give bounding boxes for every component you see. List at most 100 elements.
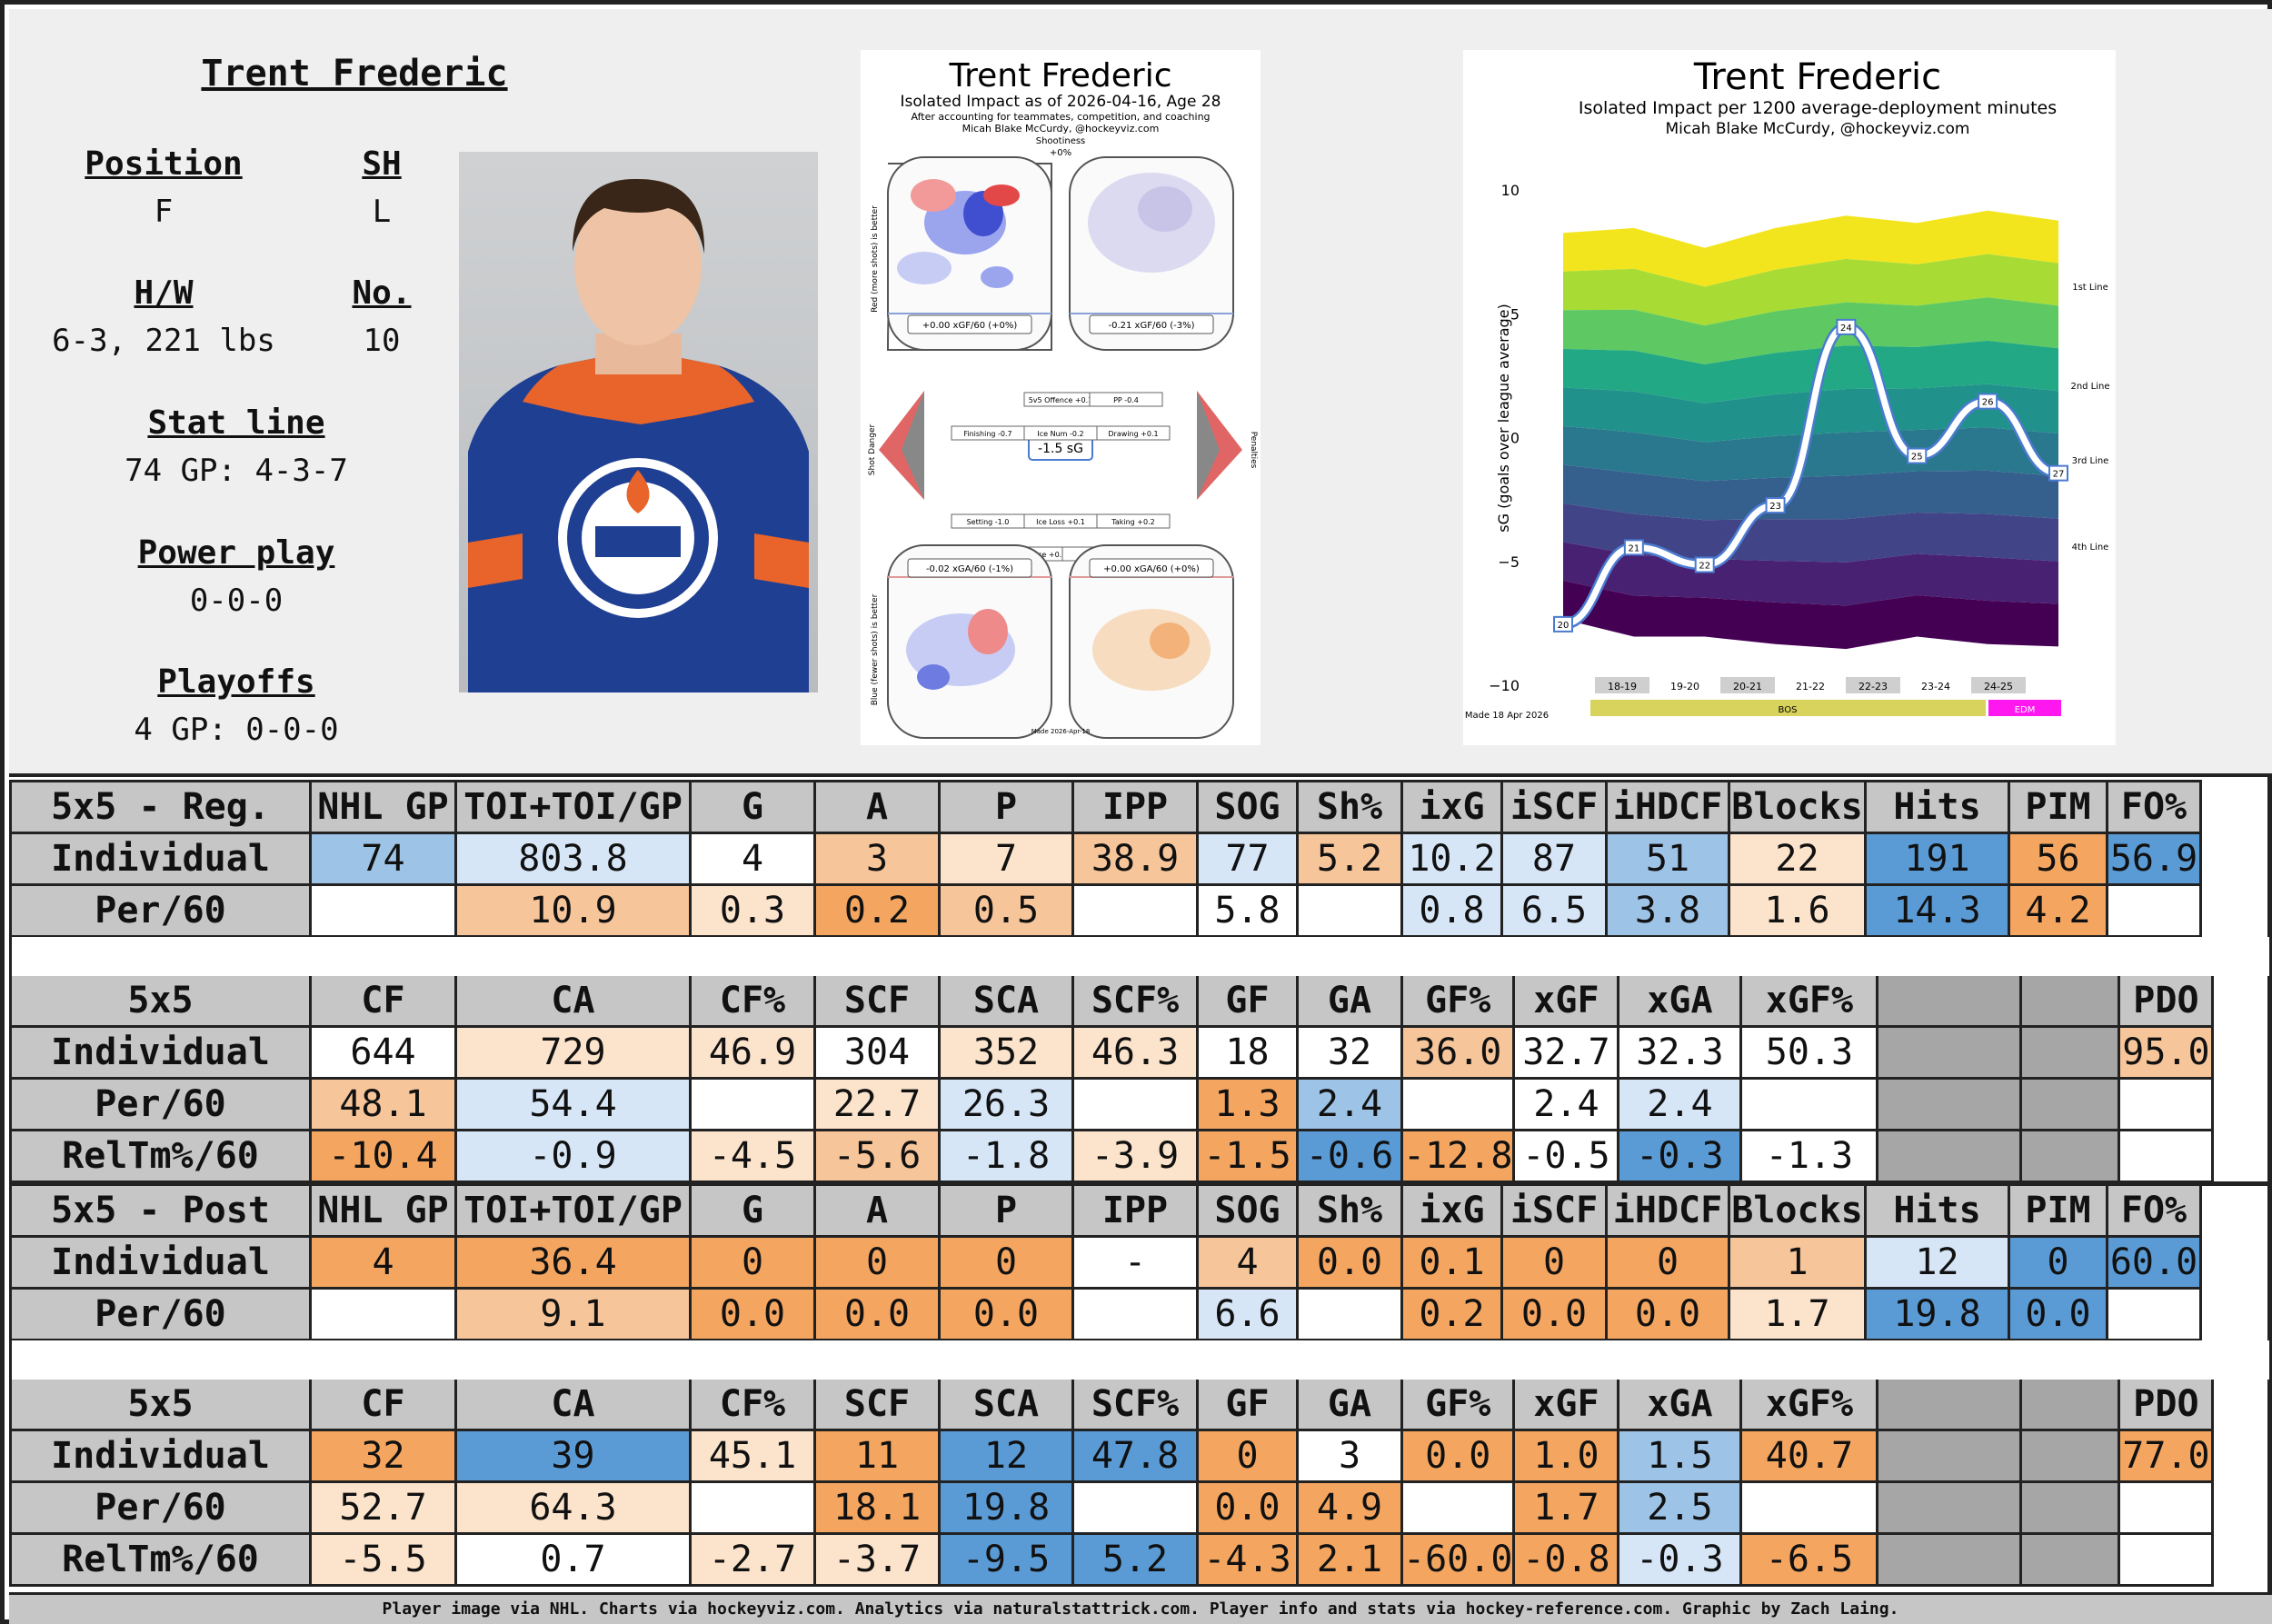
- header-cell: PDO: [2118, 1377, 2215, 1431]
- stat-cell: [1739, 1077, 1879, 1131]
- number-label: No.: [352, 274, 412, 312]
- stat-cell: [1876, 1532, 2023, 1587]
- stat-cell: [309, 1287, 457, 1341]
- stat-cell: 36.4: [454, 1235, 692, 1290]
- stat-cell: 352: [938, 1025, 1074, 1080]
- impact-chip-label: Taking +0.2: [1111, 518, 1154, 526]
- header-cell: NHL GP: [309, 780, 457, 834]
- header-cell: ixG: [1400, 1183, 1503, 1238]
- table-row: Per/60 52.7 64.3 18.1 19.8 0.0 4.9 1.7 2.5: [9, 1480, 2215, 1535]
- header-cell: SCF: [813, 973, 941, 1028]
- tier-band: [1563, 580, 2058, 650]
- section-divider: [9, 1181, 2272, 1186]
- header-cell: FO%: [2106, 780, 2202, 834]
- header-cell: CA: [454, 973, 692, 1028]
- playoffs-value: 4 GP: 0-0-0: [134, 712, 339, 748]
- map-side-right: Penalties: [1249, 432, 1258, 469]
- impact-point-label: 25: [1911, 453, 1923, 463]
- header-cell: iHDCF: [1605, 1183, 1730, 1238]
- stat-cell: 60.0: [2106, 1235, 2202, 1290]
- stat-cell: 3: [813, 832, 941, 886]
- header-cell: iSCF: [1500, 780, 1608, 834]
- stat-cell: [689, 1480, 816, 1535]
- stat-cell: 191: [1864, 832, 2010, 886]
- offence-gf: -0.21 xGF/60 (-3%): [1108, 321, 1194, 331]
- stat-cell: [2019, 1025, 2121, 1080]
- team-bar-edm: [1988, 700, 2061, 716]
- stat-cell: 2.4: [1617, 1077, 1743, 1131]
- stat-cell: 9.1: [454, 1287, 692, 1341]
- player-photo: [459, 152, 818, 692]
- header-cell: G: [689, 780, 816, 834]
- season-shade: [1971, 677, 2026, 693]
- header-cell: CF%: [689, 973, 816, 1028]
- stat-cell: -0.3: [1617, 1532, 1743, 1587]
- impact-chip: 5v5 Offence +0.1: [1023, 392, 1098, 407]
- stat-cell: 2.5: [1617, 1480, 1743, 1535]
- impact-point-label: 24: [1840, 324, 1852, 334]
- stat-cell: [2019, 1480, 2121, 1535]
- header-cell: A: [813, 780, 941, 834]
- impact-chips: 5v5 Offence +0.1 PP -0.4 Finishing -0.7 Ice…: [951, 392, 1171, 562]
- stat-cell: 0: [813, 1235, 941, 1290]
- impact-point-label: 20: [1558, 621, 1569, 631]
- impact-chip-label: Ice Num -0.2: [1037, 430, 1083, 438]
- stat-cell: -5.6: [813, 1129, 941, 1183]
- tier-band: [1563, 340, 2058, 404]
- header-cell: Sh%: [1296, 1183, 1403, 1238]
- stat-cell: 1.7: [1728, 1287, 1867, 1341]
- y-axis-ticks: 10 5 0 −5 −10: [1489, 182, 1520, 694]
- stat-cell: 47.8: [1071, 1429, 1199, 1483]
- stat-cell: -0.3: [1617, 1129, 1743, 1183]
- stat-cell: 3.8: [1605, 883, 1730, 938]
- stat-cell: [2118, 1480, 2215, 1535]
- stat-cell: -1.3: [1739, 1129, 1879, 1183]
- stat-cell: [309, 883, 457, 938]
- position-label: Position: [85, 145, 243, 183]
- y-tick-label: 5: [1510, 305, 1520, 323]
- team-edm-label: EDM: [2015, 705, 2036, 715]
- y-tick-label: −10: [1489, 677, 1520, 694]
- stat-cell: [1876, 1429, 2023, 1483]
- header-cell: SOG: [1196, 780, 1299, 834]
- statline-value: 74 GP: 4-3-7: [125, 453, 348, 489]
- stat-cell: 5.2: [1296, 832, 1403, 886]
- stat-cell: 10.9: [454, 883, 692, 938]
- header-cell: TOI+TOI/GP: [454, 780, 692, 834]
- y-tick-label: 10: [1501, 182, 1520, 199]
- impact-series: 20 21 22 23 24 25 26 27: [1553, 318, 2068, 633]
- table-row: Per/60 9.1 0.0 0.0 0.0 6.6 0.2 0.0 0.0 1.7 19.8 0.0: [9, 1287, 2202, 1341]
- header-cell: IPP: [1071, 780, 1199, 834]
- stat-cell: 1.3: [1196, 1077, 1299, 1131]
- table-row: Individual 4 36.4 0 0 0-4 0.0 0.1 0 0 1 12 0 60.0: [9, 1235, 2202, 1290]
- stat-cell: [1876, 1480, 2023, 1535]
- stat-cell: 87: [1500, 832, 1608, 886]
- stat-cell: 50.3: [1739, 1025, 1879, 1080]
- hw-value: 6-3, 221 lbs: [52, 323, 275, 359]
- tier-band: [1563, 503, 2058, 563]
- stat-cell: [1296, 883, 1403, 938]
- header-cell: FO%: [2106, 1183, 2202, 1238]
- season-label: 24-25: [1984, 681, 2013, 692]
- map-title: Trent Frederic: [948, 57, 1171, 95]
- row-label: Individual: [9, 1025, 312, 1080]
- map-left-top-label: Red (more shots) is better: [871, 205, 880, 313]
- stat-cell: 12: [1864, 1235, 2010, 1290]
- stat-cell: 22.7: [813, 1077, 941, 1131]
- stat-cell: 19.8: [938, 1480, 1074, 1535]
- stat-cell: 56.9: [2106, 832, 2202, 886]
- hw-block: H/W 6-3, 221 lbs: [27, 274, 300, 359]
- header-cell: SCA: [938, 1377, 1074, 1431]
- header-cell: PIM: [2008, 1183, 2108, 1238]
- stat-cell: 38.9: [1071, 832, 1199, 886]
- season-label: 18-19: [1608, 681, 1637, 692]
- stat-cell: 729: [454, 1025, 692, 1080]
- stat-cell: 36.0: [1400, 1025, 1516, 1080]
- shoots-block: SH L: [332, 145, 432, 230]
- stat-cell: 5.8: [1196, 883, 1299, 938]
- tier-band: [1563, 210, 2058, 287]
- row-label: RelTm%/60: [9, 1129, 312, 1183]
- top-panel: Trent Frederic Position F SH L H/W 6-3, …: [9, 9, 2272, 777]
- map-note: After accounting for teammates, competit…: [911, 111, 1210, 123]
